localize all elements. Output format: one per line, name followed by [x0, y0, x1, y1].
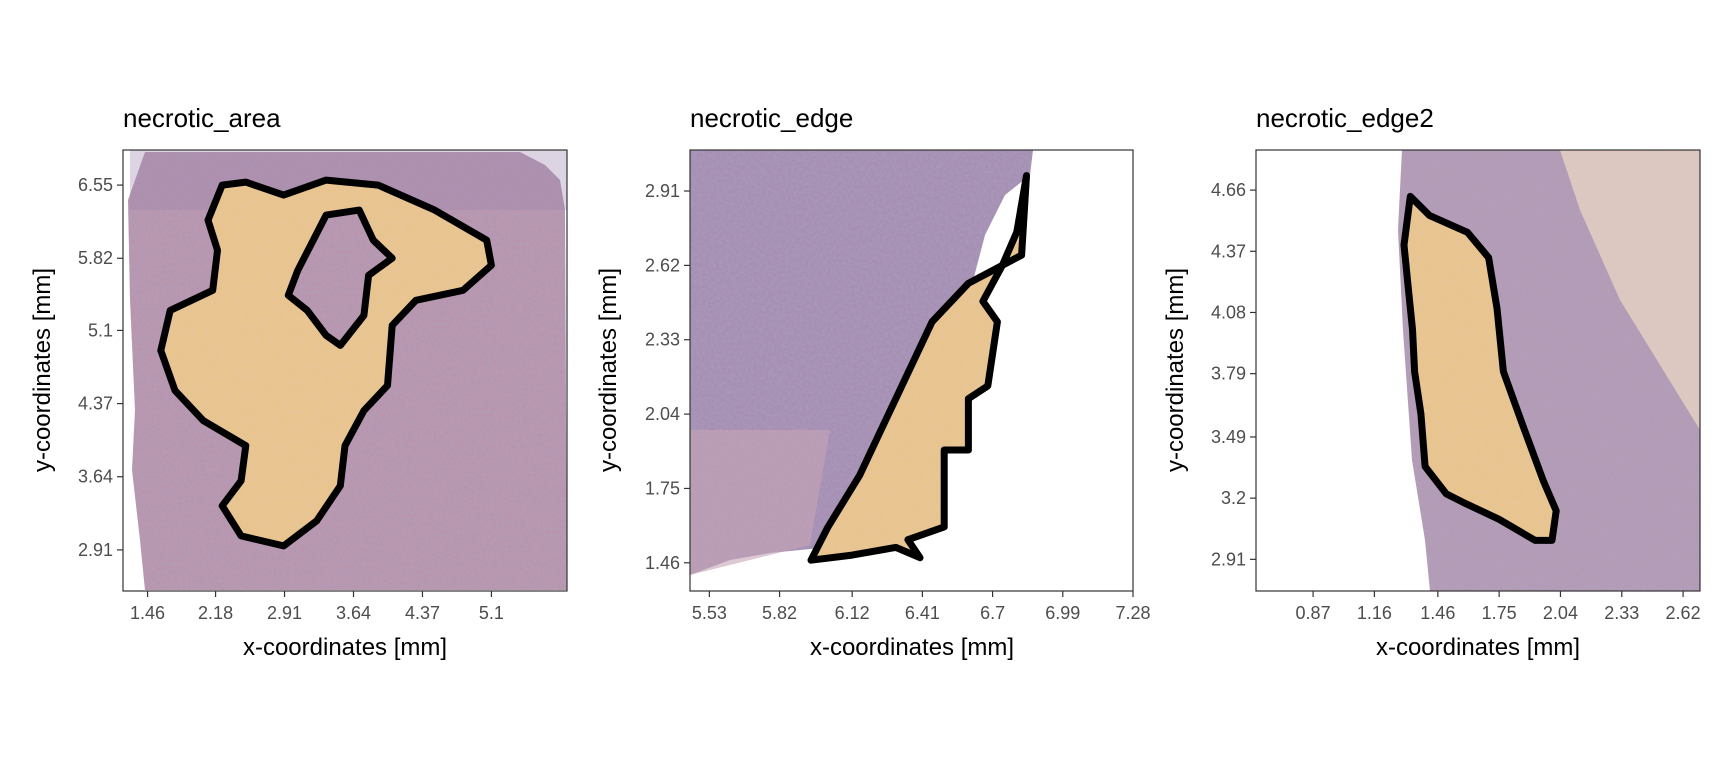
- x-tick-label: 2.04: [1543, 603, 1578, 623]
- panel-border: [689, 149, 1134, 592]
- y-tick-label: 5.1: [88, 320, 113, 340]
- plot-area: [1400, 192, 1560, 544]
- x-tick-label: 6.7: [980, 603, 1005, 623]
- y-tick-label: 3.79: [1211, 364, 1246, 384]
- y-tick-label: 4.37: [1211, 241, 1246, 261]
- y-tick-label: 2.91: [1211, 549, 1246, 569]
- x-tick-label: 0.87: [1296, 603, 1331, 623]
- x-tick-label: 5.1: [479, 603, 504, 623]
- x-tick-label: 5.82: [762, 603, 797, 623]
- y-axis-ticks: 6.55 5.82 5.1 4.37 3.64 2.91: [78, 175, 123, 560]
- y-tick-label: 4.08: [1211, 302, 1246, 322]
- region-fill: [811, 175, 1027, 561]
- x-axis-ticks: 1.46 2.18 2.91 3.64 4.37 5.1: [130, 591, 504, 623]
- plot-area: [807, 172, 1030, 564]
- y-tick-label: 1.75: [645, 478, 680, 498]
- y-tick-label: 1.46: [645, 553, 680, 573]
- y-axis-label: y-coordinates [mm]: [29, 268, 56, 472]
- y-tick-label: 3.64: [78, 467, 113, 487]
- x-tick-label: 1.46: [1420, 603, 1455, 623]
- panel-2: necrotic_edge 5.53 5.82 6.12 6.41 6.7 6.99 7.2…: [595, 103, 1151, 661]
- panel-border: [1255, 149, 1701, 592]
- y-tick-label: 5.82: [78, 248, 113, 268]
- x-tick-label: 2.18: [198, 603, 233, 623]
- region-outline: [157, 176, 495, 550]
- region-fill: [1404, 196, 1557, 541]
- y-axis-ticks: 2.91 2.62 2.33 2.04 1.75 1.46: [645, 181, 690, 573]
- panel-1: necrotic_area 1.46 2.18 2.91 3.64 4.37 5.1 6.…: [29, 103, 568, 661]
- x-tick-label: 1.16: [1357, 603, 1392, 623]
- y-tick-label: 3.49: [1211, 427, 1246, 447]
- y-tick-label: 4.37: [78, 394, 113, 414]
- y-tick-label: 4.66: [1211, 180, 1246, 200]
- y-tick-label: 2.62: [645, 255, 680, 275]
- region-hole-outline: [284, 206, 396, 349]
- x-tick-label: 3.64: [336, 603, 371, 623]
- x-tick-label: 1.75: [1482, 603, 1517, 623]
- x-tick-label: 4.37: [405, 603, 440, 623]
- x-tick-label: 2.33: [1604, 603, 1639, 623]
- y-axis-label: y-coordinates [mm]: [1162, 268, 1189, 472]
- y-tick-label: 2.91: [645, 181, 680, 201]
- panel-border: [122, 149, 568, 592]
- x-tick-label: 1.46: [130, 603, 165, 623]
- y-tick-label: 6.55: [78, 175, 113, 195]
- x-tick-label: 2.91: [267, 603, 302, 623]
- y-tick-label: 2.33: [645, 330, 680, 350]
- x-tick-label: 5.53: [692, 603, 727, 623]
- x-tick-label: 7.28: [1115, 603, 1150, 623]
- panel-title: necrotic_edge2: [1256, 103, 1434, 133]
- x-axis-label: x-coordinates [mm]: [1376, 634, 1580, 661]
- x-tick-label: 6.41: [905, 603, 940, 623]
- panel-3: necrotic_edge2 0.87 1.16 1.46 1.75 2.04 2.33 2…: [1162, 103, 1701, 661]
- panel-title: necrotic_edge: [690, 103, 853, 133]
- region-outline: [1400, 192, 1560, 544]
- x-tick-label: 6.12: [835, 603, 870, 623]
- x-tick-label: 2.62: [1666, 603, 1701, 623]
- tissue-lower-band: [690, 430, 830, 575]
- x-axis-label: x-coordinates [mm]: [810, 634, 1014, 661]
- y-tick-label: 2.04: [645, 404, 680, 424]
- x-axis-ticks: 0.87 1.16 1.46 1.75 2.04 2.33 2.62: [1296, 591, 1701, 623]
- tissue-light-zone: [1560, 150, 1700, 430]
- plot-area: [157, 176, 495, 550]
- y-tick-label: 2.91: [78, 540, 113, 560]
- y-tick-label: 3.2: [1221, 488, 1246, 508]
- x-axis-ticks: 5.53 5.82 6.12 6.41 6.7 6.99 7.28: [692, 591, 1151, 623]
- region-outline: [807, 172, 1030, 564]
- x-axis-label: x-coordinates [mm]: [243, 634, 447, 661]
- y-axis-label: y-coordinates [mm]: [595, 268, 622, 472]
- x-tick-label: 6.99: [1045, 603, 1080, 623]
- region-fill: [160, 180, 492, 546]
- tissue-image: [690, 150, 1033, 575]
- panel-title: necrotic_area: [123, 103, 281, 133]
- y-axis-ticks: 4.66 4.37 4.08 3.79 3.49 3.2 2.91: [1211, 180, 1256, 569]
